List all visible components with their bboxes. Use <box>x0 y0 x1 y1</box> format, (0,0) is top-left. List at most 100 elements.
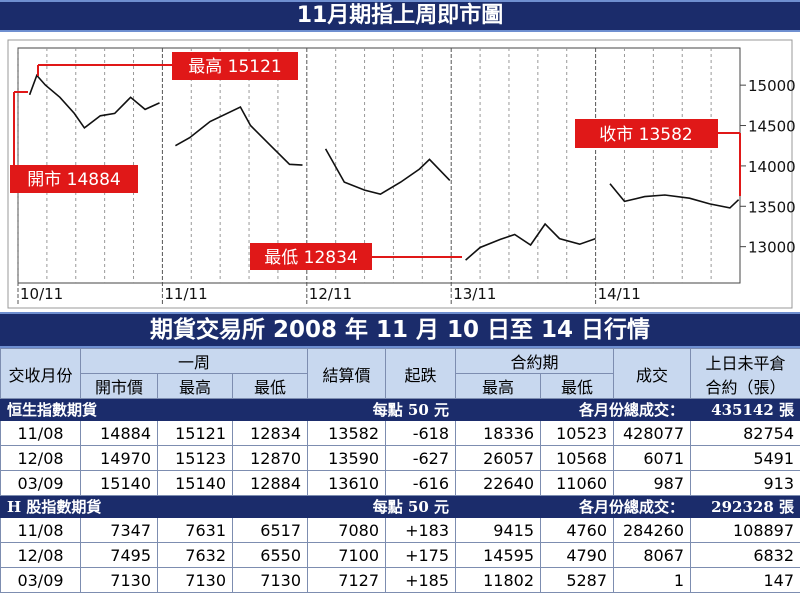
table-cell: 13590 <box>307 445 387 471</box>
table-cell: 108897 <box>690 517 800 543</box>
price-line <box>28 73 740 261</box>
chart: 10/11 11/11 12/11 13/11 14/11 13000 13500 14000… <box>7 39 796 309</box>
chart-frame <box>7 39 793 309</box>
table-cell: 5491 <box>690 445 800 471</box>
y-tick-label: 13000 <box>748 239 796 257</box>
annotation-box <box>250 243 372 270</box>
table-cell: 成交 <box>613 348 692 399</box>
table-cell: 結算價 <box>307 348 387 399</box>
y-tick-label: 13500 <box>748 198 796 216</box>
table-cell: 14595 <box>455 542 542 568</box>
annotation-box <box>10 165 138 193</box>
table-cell: 6517 <box>231 517 309 543</box>
table-cell: 各月份總成交： <box>455 398 692 421</box>
table-cell: 5287 <box>540 567 615 593</box>
table-row: 03/09 15140 15140 12884 13610 -616 22640 11060 9… <box>0 470 800 496</box>
annotation: 最低 12834 <box>264 248 357 268</box>
table-cell: 03/09 <box>0 470 81 496</box>
table-cell: 開市價 <box>80 373 158 399</box>
table-cell: 12834 <box>231 420 309 446</box>
table-row: 03/09 7130 7130 7130 7127 +185 11802 5287 1 147 <box>0 567 800 593</box>
table-cell: 6550 <box>231 542 309 568</box>
table-cell: 合約期 <box>455 348 615 374</box>
table-cell: 4760 <box>540 517 615 543</box>
table-cell: 12/08 <box>0 542 81 568</box>
table-cell: 7080 <box>307 517 387 543</box>
table-cell: 7130 <box>80 567 158 593</box>
header-text: 上日未平倉 <box>705 353 786 373</box>
table-cell: 82754 <box>690 420 800 446</box>
x-tick-label: 12/11 <box>309 285 352 303</box>
table-row: 開市價 最高 最低 最高 最低 <box>1 373 800 399</box>
table-cell: 13610 <box>307 470 387 496</box>
table-cell: 15140 <box>80 470 158 496</box>
table-cell: 恒生指數期貨 <box>0 398 309 421</box>
table-cell: 15140 <box>157 470 233 496</box>
table-cell: 最高 <box>157 373 233 399</box>
table-cell: 292328 張 <box>690 495 800 518</box>
table-cell: 11/08 <box>0 517 81 543</box>
table-row: 恒生指數期貨 每點 50 元各月份總成交： 435142 張 <box>0 398 800 421</box>
table-cell: 12/08 <box>0 445 81 471</box>
table-cell: 18336 <box>455 420 542 446</box>
table-cell: 4790 <box>540 542 615 568</box>
table-cell: 11/08 <box>0 420 81 446</box>
table-cell: 14970 <box>80 445 158 471</box>
table-cell: +183 <box>385 517 457 543</box>
x-tick-label: 14/11 <box>598 285 641 303</box>
table-cell: 12884 <box>231 470 309 496</box>
table-cell: 一周 <box>79 348 309 374</box>
table-row: 11/08 7347 7631 6517 7080 +183 9415 4760 284260 1… <box>0 517 800 543</box>
table-cell: 7130 <box>157 567 233 593</box>
annotation: 收市 13582 <box>599 125 692 145</box>
table-cell: 26057 <box>455 445 542 471</box>
x-tick-label: 13/11 <box>453 285 496 303</box>
table-cell: 最高 <box>455 373 542 399</box>
table-cell: -618 <box>385 420 457 446</box>
y-tick-label: 14000 <box>748 158 796 176</box>
table-cell: 最低 <box>231 373 309 399</box>
table-row: 交收月份 一周 結算價 起跌 合約期 成交 上日未平倉合約（張） <box>0 348 800 399</box>
table-cell: 每點 50 元 <box>307 398 457 421</box>
x-tick-label: 10/11 <box>20 285 63 303</box>
table-cell: +185 <box>385 567 457 593</box>
y-tick-label: 14500 <box>748 118 796 136</box>
table-cell: 7100 <box>307 542 387 568</box>
table-cell: 上日未平倉合約（張） <box>690 348 800 399</box>
table-cell: H 股指數期貨 <box>0 495 309 518</box>
table-cell: 交收月份 <box>0 348 81 399</box>
table-cell: 12870 <box>231 445 309 471</box>
table-cell: 10568 <box>540 445 615 471</box>
table-cell: 7130 <box>231 567 309 593</box>
table-cell: 各月份總成交： <box>455 495 692 518</box>
table-cell: 284260 <box>613 517 692 543</box>
header-text: 合約（張） <box>705 377 786 397</box>
table-cell: 10523 <box>540 420 615 446</box>
table-cell: 14884 <box>80 420 158 446</box>
table-cell: 7495 <box>80 542 158 568</box>
table-title: 期貨交易所 2008 年 11 月 10 日至 14 日行情 <box>0 312 800 348</box>
table-cell: 最低 <box>540 373 615 399</box>
table-cell: 11060 <box>540 470 615 496</box>
table-cell: 13582 <box>307 420 387 446</box>
table-cell: 起跌 <box>385 348 457 399</box>
table-cell: 6832 <box>690 542 800 568</box>
quotes-table: 交收月份 一周 結算價 起跌 合約期 成交 上日未平倉 合約（張） 開市價 最高 最低 最高 最低 恒生指… <box>0 348 800 593</box>
table-cell: 435142 張 <box>690 398 800 421</box>
table-cell: 7632 <box>157 542 233 568</box>
annotation-box <box>172 52 298 80</box>
table-row: 11/08 14884 15121 12834 13582 -618 18336 10523 4… <box>0 420 800 446</box>
table-row: 12/08 14970 15123 12870 13590 -627 26057 10568 6… <box>0 445 800 471</box>
y-tick-label: 15000 <box>748 77 796 95</box>
table-cell: 7127 <box>307 567 387 593</box>
table-cell: 1 <box>613 567 692 593</box>
table-cell: 7631 <box>157 517 233 543</box>
table-cell: +175 <box>385 542 457 568</box>
chart-title: 11月期指上周即市圖 <box>0 0 800 32</box>
annotation: 最高 15121 <box>188 57 281 77</box>
x-tick-label: 11/11 <box>164 285 207 303</box>
table-cell: 987 <box>613 470 692 496</box>
table-cell: 15121 <box>157 420 233 446</box>
table-cell: 428077 <box>613 420 692 446</box>
